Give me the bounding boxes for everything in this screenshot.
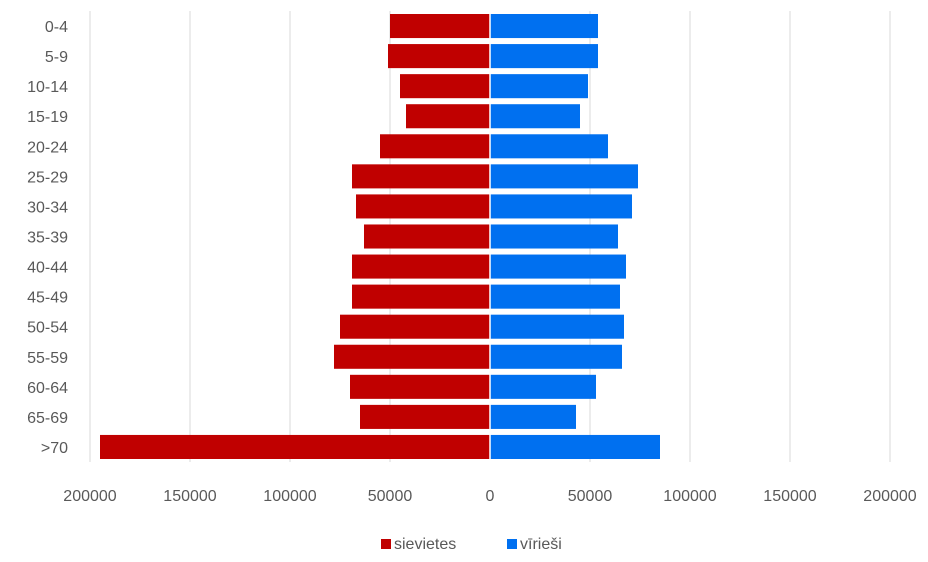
category-label-50-54: 50-54 (27, 320, 68, 337)
bar-vīrieši-50-54 (490, 314, 624, 339)
bar-sievietes-65-69 (360, 404, 490, 429)
value-axis: 200000 150000 100000 50000 0 50000 100000 15000… (63, 488, 916, 505)
bar-sievietes->70 (100, 434, 490, 459)
bar-vīrieši-30-34 (490, 194, 632, 219)
category-label-10-14: 10-14 (27, 79, 68, 96)
bar-vīrieši-40-44 (490, 254, 626, 279)
bar-sievietes-5-9 (388, 44, 490, 69)
legend-swatch-sievietes (381, 539, 391, 549)
bar-sievietes-25-29 (352, 164, 490, 189)
bar-vīrieši-60-64 (490, 374, 596, 399)
category-label-20-24: 20-24 (27, 139, 68, 156)
category-label-15-19: 15-19 (27, 109, 68, 126)
category-label-5-9: 5-9 (45, 49, 68, 66)
bar-sievietes-0-4 (390, 14, 490, 39)
category-label-35-39: 35-39 (27, 230, 68, 247)
tick-label-6: 100000 (663, 488, 716, 505)
bar-vīrieši-10-14 (490, 74, 588, 99)
category-label-45-49: 45-49 (27, 290, 68, 307)
legend-label-vīrieši: vīrieši (520, 536, 562, 553)
bar-vīrieši-35-39 (490, 224, 618, 249)
bar-sievietes-30-34 (356, 194, 490, 219)
bar-sievietes-60-64 (350, 374, 490, 399)
bar-vīrieši-5-9 (490, 44, 598, 69)
category-label-55-59: 55-59 (27, 350, 68, 367)
legend: sievietes vīrieši (381, 536, 562, 553)
bar-sievietes-15-19 (406, 104, 490, 129)
tick-label-2: 100000 (263, 488, 316, 505)
bar-vīrieši-20-24 (490, 134, 608, 159)
bar-sievietes-35-39 (364, 224, 490, 249)
bar-vīrieši-55-59 (490, 344, 622, 369)
bar-vīrieši->70 (490, 434, 660, 459)
category-label-25-29: 25-29 (27, 169, 68, 186)
tick-label-5: 50000 (568, 488, 613, 505)
tick-label-8: 200000 (863, 488, 916, 505)
bar-sievietes-20-24 (380, 134, 490, 159)
bar-sievietes-40-44 (352, 254, 490, 279)
legend-label-sievietes: sievietes (394, 536, 456, 553)
legend-swatch-vīrieši (507, 539, 517, 549)
category-label-65-69: 65-69 (27, 410, 68, 427)
category-label-0-4: 0-4 (45, 19, 68, 36)
category-axis: 0-4 5-9 10-14 15-19 20-24 25-29 30-34 35-39 40-4… (27, 19, 68, 457)
bar-sievietes-10-14 (400, 74, 490, 99)
bar-vīrieši-65-69 (490, 404, 576, 429)
category-label-60-64: 60-64 (27, 380, 68, 397)
bar-sievietes-50-54 (340, 314, 490, 339)
bar-vīrieši-25-29 (490, 164, 638, 189)
bar-sievietes-55-59 (334, 344, 490, 369)
bar-vīrieši-15-19 (490, 104, 580, 129)
tick-label-7: 150000 (763, 488, 816, 505)
category-label->70: >70 (41, 440, 68, 457)
tick-label-3: 50000 (368, 488, 413, 505)
tick-label-4: 0 (486, 488, 495, 505)
category-label-40-44: 40-44 (27, 260, 68, 277)
bar-sievietes-45-49 (352, 284, 490, 309)
tick-label-0: 200000 (63, 488, 116, 505)
bar-vīrieši-0-4 (490, 14, 598, 39)
bar-vīrieši-45-49 (490, 284, 620, 309)
bar-layer (100, 11, 660, 462)
tick-label-1: 150000 (163, 488, 216, 505)
category-label-30-34: 30-34 (27, 199, 68, 216)
